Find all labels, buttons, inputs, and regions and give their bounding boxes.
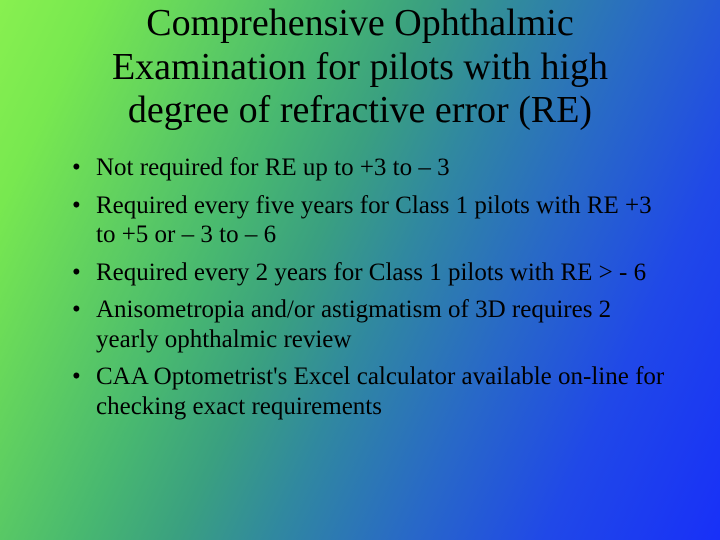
slide-title: Comprehensive Ophthalmic Examination for…	[50, 0, 670, 153]
bullet-list: Not required for RE up to +3 to – 3 Requ…	[50, 153, 670, 421]
list-item: Not required for RE up to +3 to – 3	[78, 153, 670, 183]
presentation-slide: Comprehensive Ophthalmic Examination for…	[0, 0, 720, 540]
list-item: Anisometropia and/or astigmatism of 3D r…	[78, 295, 670, 354]
list-item: Required every five years for Class 1 pi…	[78, 191, 670, 250]
list-item: CAA Optometrist's Excel calculator avail…	[78, 362, 670, 421]
list-item: Required every 2 years for Class 1 pilot…	[78, 258, 670, 288]
